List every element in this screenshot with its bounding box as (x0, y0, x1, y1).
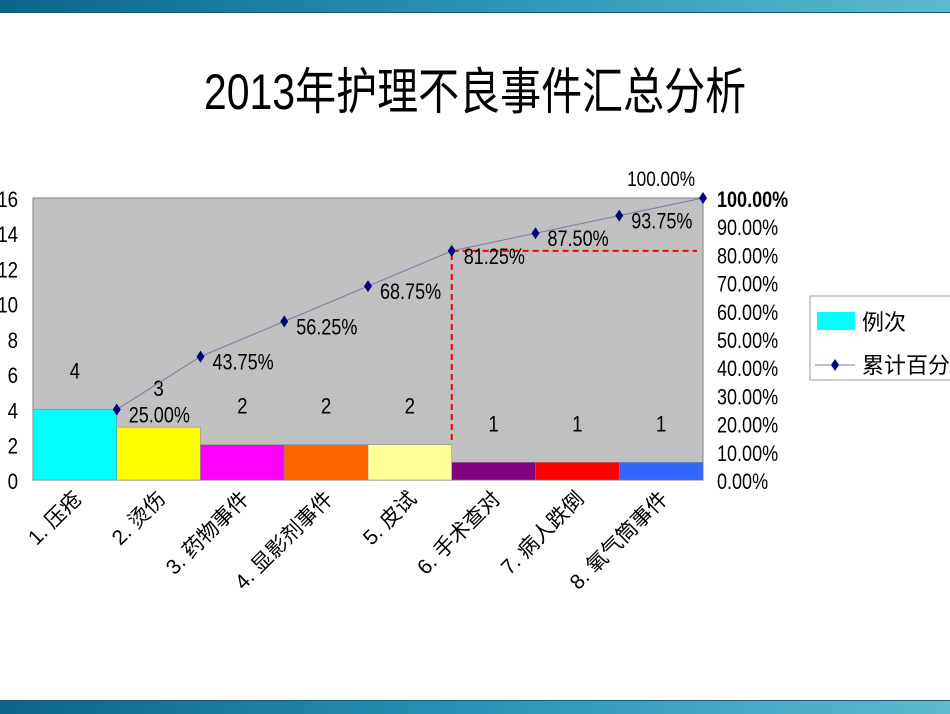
category-label: 7. 病人跌倒 (497, 487, 589, 579)
cumulative-label: 43.75% (213, 351, 274, 375)
y2-tick-label: 30.00% (717, 386, 778, 410)
cumulative-point-1 (112, 403, 121, 416)
y-tick-label: 12 (0, 259, 18, 283)
y2-tick-label: 20.00% (717, 414, 778, 438)
legend-diamond-icon (831, 359, 839, 371)
top-decor-band (0, 0, 950, 13)
y-tick-label: 16 (0, 189, 18, 213)
bar-value-label: 3 (153, 378, 163, 402)
cumulative-label: 93.75% (631, 210, 692, 234)
y-tick-label: 2 (8, 435, 18, 459)
bar-value-label: 1 (572, 413, 582, 437)
y2-tick-label: 60.00% (717, 301, 778, 325)
y2-tick-label: 40.00% (717, 358, 778, 382)
cumulative-point-8 (699, 192, 707, 204)
bar-value-label: 1 (488, 413, 498, 437)
cumulative-label: 81.25% (464, 245, 525, 269)
y-tick-label: 8 (8, 330, 18, 354)
bar-1 (32, 409, 117, 481)
y-tick-label: 14 (0, 224, 18, 248)
bar-value-label: 2 (405, 395, 415, 419)
reference-line-80 (450, 249, 697, 440)
y2-tick-label: 10.00% (717, 442, 778, 466)
category-label: 1. 压疮 (24, 487, 86, 549)
y2-tick-label: 100.00% (717, 188, 788, 212)
cumulative-label: 68.75% (380, 281, 441, 305)
cumulative-label: 25.00% (129, 404, 190, 428)
legend-swatch-bar (817, 312, 855, 330)
bar-7 (535, 462, 620, 481)
y2-tick-label: 0.00% (717, 470, 768, 494)
category-label: 5. 皮试 (359, 487, 421, 549)
y2-tick-label: 50.00% (717, 329, 778, 353)
cumulative-label: 56.25% (296, 316, 357, 340)
cumulative-point-7 (615, 209, 624, 222)
bar-5 (367, 444, 452, 481)
y2-tick-label: 70.00% (717, 273, 778, 297)
cumulative-point-4 (364, 280, 372, 293)
y-tick-label: 4 (8, 400, 18, 424)
category-label: 3. 药物事件 (162, 487, 254, 579)
bar-6 (451, 462, 536, 481)
cumulative-line (116, 197, 704, 410)
category-label: 2. 烫伤 (108, 487, 170, 549)
y-tick-label: 6 (8, 365, 18, 389)
y2-tick-label: 80.00% (717, 245, 778, 269)
page-title: 2013年护理不良事件汇总分析 (203, 64, 747, 120)
legend-label-bar: 例次 (862, 310, 906, 335)
bar-value-label: 4 (70, 360, 80, 384)
cumulative-point-6 (531, 227, 540, 240)
bar-2 (116, 426, 201, 481)
y2-tick-label: 90.00% (717, 217, 778, 241)
bar-value-label: 1 (656, 413, 666, 437)
cumulative-point-5 (447, 244, 456, 257)
bar-3 (200, 444, 285, 481)
category-label: 6. 手术查对 (413, 487, 505, 579)
y-tick-label: 10 (0, 294, 18, 318)
bar-4 (284, 444, 369, 481)
legend-label-line: 累计百分比 (862, 353, 950, 378)
bar-value-label: 2 (237, 395, 247, 419)
y-tick-label: 0 (8, 471, 18, 495)
cumulative-label: 87.50% (548, 228, 609, 252)
bar-8 (619, 462, 704, 481)
bar-value-label: 2 (321, 395, 331, 419)
cumulative-point-2 (196, 350, 205, 363)
bottom-decor-band (0, 700, 950, 714)
cumulative-point-3 (280, 315, 289, 328)
cumulative-label: 100.00% (627, 169, 695, 192)
